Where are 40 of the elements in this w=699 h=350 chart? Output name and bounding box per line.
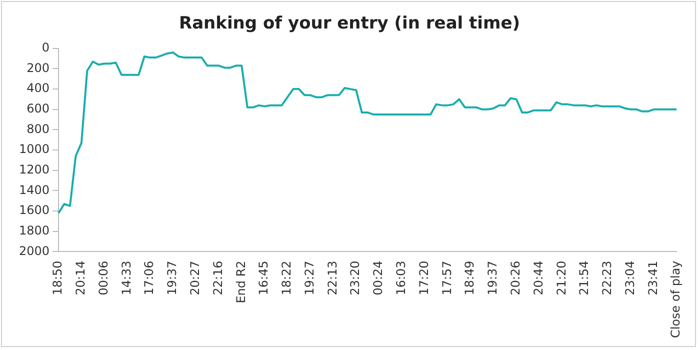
x-tick-label: 17:20 [416,260,431,296]
x-tick-label: 16:45 [256,260,271,296]
x-tick-label: 19:27 [302,260,316,296]
x-tick-label: 18:49 [462,260,477,296]
y-tick-label: 1800 [18,224,50,238]
x-tick-label: 18:22 [280,260,294,296]
x-tick-label: 22:23 [600,260,614,296]
x-tick-label: 22:13 [325,260,340,296]
x-tick-label: 20:27 [188,260,202,296]
x-tick-label: 21:20 [554,260,568,296]
chart-title: Ranking of your entry (in real time) [178,14,520,34]
x-tick-label: 23:20 [348,260,362,296]
x-tick-label: 14:33 [119,260,134,296]
x-tick-label: End R2 [234,260,248,304]
x-tick-label: 19:37 [486,260,500,296]
x-tick-label: 20:14 [74,260,88,296]
x-tick-label: 16:03 [394,260,408,296]
y-tick-label: 1200 [18,162,50,177]
x-tick-label: 17:06 [142,260,156,296]
x-tick-label: 23:04 [622,260,637,296]
x-tick-label: 21:54 [577,260,592,296]
y-tick-label: 400 [26,81,50,96]
y-tick-label: 1000 [18,142,50,156]
y-tick-label: 1600 [18,203,50,218]
x-tick-label: 20:44 [531,260,546,296]
x-tick-label: 20:26 [508,260,522,296]
y-tick-label: 200 [26,60,50,75]
x-tick-label: 00:06 [96,260,110,296]
x-tick-label: 00:24 [371,260,386,296]
y-tick-label: 2000 [18,244,50,258]
x-tick-label: 22:16 [210,260,225,296]
x-tick-label: 17:57 [440,260,454,296]
x-tick-label: Close of play [668,260,683,338]
y-tick-label: 0 [42,40,50,55]
y-tick-label: 1400 [18,182,50,197]
x-tick-label: 19:37 [165,260,180,296]
x-tick-label: 18:50 [50,260,65,296]
y-tick-label: 600 [26,102,50,116]
y-tick-label: 800 [26,122,50,136]
x-tick-label: 23:41 [646,260,660,296]
